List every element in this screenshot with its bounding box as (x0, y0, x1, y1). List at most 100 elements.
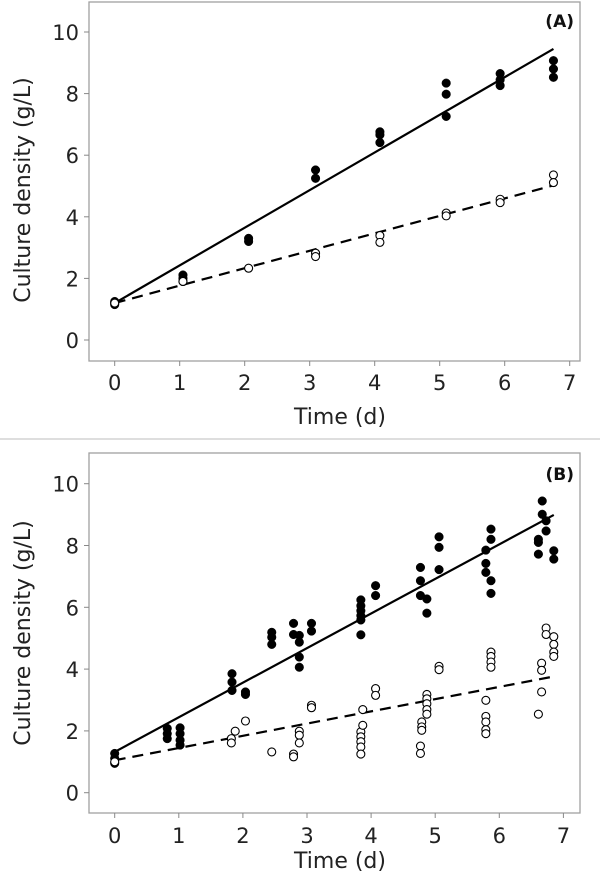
panel-b-y-tick-label: 10 (52, 473, 79, 497)
panel-b: Time (d) Culture density (g/L) 0 2 4 6 8 10 0 1… (11, 452, 581, 874)
panel-b-x-tick-label: 1 (172, 824, 185, 848)
panel-b-filled-point (486, 576, 496, 586)
panel-a-open-point (110, 298, 120, 308)
panel-b-filled-point (306, 626, 317, 636)
panel-a-y-tick-label: 8 (66, 83, 79, 107)
panel-a-x-tick-label: 1 (173, 371, 186, 395)
panel-b-filled-point (240, 689, 251, 699)
panel-b-filled-point (294, 662, 304, 672)
panel-a-filled-point (548, 64, 559, 74)
panel-b-open-point (537, 687, 547, 697)
panel-b-open-point (549, 632, 559, 642)
panel-b-filled-point (294, 652, 304, 662)
panel-b-y-axis-label: Culture density (g/L) (11, 520, 36, 746)
panel-b-filled-point (422, 608, 432, 618)
panel-a-filled-point (244, 236, 254, 246)
panel-a-x-tick-label: 4 (368, 371, 381, 395)
panel-b-label: (B) (546, 465, 575, 485)
panel-b-open-point (486, 662, 496, 672)
panel-b-open-point (294, 730, 304, 740)
panel-b-filled-point (537, 496, 547, 506)
panel-b-open-point (481, 695, 491, 705)
panel-b-filled-point (486, 524, 496, 534)
panel-a-filled-point (441, 78, 451, 88)
panel-a-filled-point (441, 111, 451, 121)
panel-a-filled-point (441, 89, 451, 99)
panel-a-open-point (244, 263, 254, 273)
panel-a-y-tick-label: 6 (66, 144, 79, 168)
panel-b-open-point (358, 720, 368, 730)
panel-b-filled-point (481, 558, 491, 568)
panel-b-open-point (533, 709, 543, 719)
panel-b-open-point (417, 725, 427, 735)
panel-b-filled-point (434, 565, 444, 575)
panel-a-open-point (548, 170, 559, 180)
panel-a-filled-point (548, 72, 559, 82)
panel-a-plot-frame (88, 1, 581, 362)
panel-b-open-point (240, 716, 251, 726)
panel-a-filled-point (375, 138, 385, 148)
panel-a-filled-point (311, 165, 321, 175)
panel-b-filled-point (434, 542, 444, 552)
panel-a-x-tick-label: 0 (108, 371, 121, 395)
panel-b-filled-point (227, 685, 237, 695)
panel-a-open-point (441, 211, 451, 221)
panel-b-y-tick-label: 4 (66, 658, 79, 682)
panel-b-filled-point (356, 615, 366, 625)
panel-b-open-point (371, 690, 381, 700)
panel-a-filled-point (311, 173, 321, 183)
panel-a-x-tick-label: 6 (498, 371, 511, 395)
panel-b-y-tick-label: 2 (66, 720, 79, 744)
panel-a-open-point (178, 276, 188, 287)
panel-b-filled-point (481, 567, 491, 577)
panel-b-x-tick-label: 5 (429, 824, 442, 848)
panel-a-y-tick-label: 0 (66, 329, 79, 353)
panel-b-open-point (434, 665, 444, 675)
panel-b-filled-point (533, 537, 543, 547)
panel-b-filled-point (306, 618, 317, 628)
panel-b-filled-point (227, 677, 237, 687)
panel-b-open-point (230, 726, 240, 736)
panel-a-filled-point (375, 130, 385, 140)
panel-b-open-point (549, 651, 559, 661)
panel-b-filled-point (415, 562, 426, 572)
panel-b-filled-point (541, 526, 551, 536)
panel-b-x-tick-label: 0 (108, 824, 121, 848)
panel-a-dashed-fit-line (114, 184, 554, 305)
panel-b-open-point (110, 757, 120, 767)
panel-a-y-tick-label: 4 (66, 206, 79, 230)
panel-b-y-tick-label: 6 (66, 596, 79, 620)
panel-a-open-point (495, 198, 505, 208)
panel-b-solid-fit-line (114, 513, 555, 753)
panel-b-x-axis-label: Time (d) (293, 849, 386, 874)
panel-b-y-tick-label: 8 (66, 535, 79, 559)
panel-b-filled-point (422, 594, 432, 604)
panel-b-filled-point (486, 588, 496, 598)
panel-a-x-tick-label: 3 (303, 371, 316, 395)
panel-b-x-tick-label: 2 (236, 824, 249, 848)
panel-a-label: (A) (545, 12, 574, 32)
panel-a-solid-fit-line (114, 47, 555, 304)
panel-a-x-axis-label: Time (d) (293, 405, 386, 430)
panel-b-open-point (537, 665, 547, 675)
panel-b-y-tick-label: 0 (66, 782, 79, 806)
panel-a-y-axis-label: Culture density (g/L) (11, 77, 36, 303)
panel-b-plot-frame (88, 452, 581, 814)
panel-b-filled-point (267, 639, 277, 649)
panel-b-open-point (267, 747, 277, 757)
panel-b-filled-point (294, 637, 304, 647)
panel-b-open-point (422, 709, 432, 719)
panel-b-x-tick-label: 4 (364, 824, 377, 848)
panel-b-open-point (541, 629, 551, 640)
panel-b-filled-point (481, 545, 491, 555)
panel-b-open-point (226, 738, 236, 748)
panel-b-filled-point (541, 516, 551, 526)
panel-a-open-point (548, 178, 559, 188)
panel-a-filled-point (495, 81, 505, 91)
panel-b-filled-point (549, 546, 559, 556)
panel-b-filled-point (434, 532, 444, 542)
panel-a-open-point (310, 251, 321, 262)
panel-b-open-point (481, 717, 491, 727)
panel-b-open-point (288, 752, 299, 762)
